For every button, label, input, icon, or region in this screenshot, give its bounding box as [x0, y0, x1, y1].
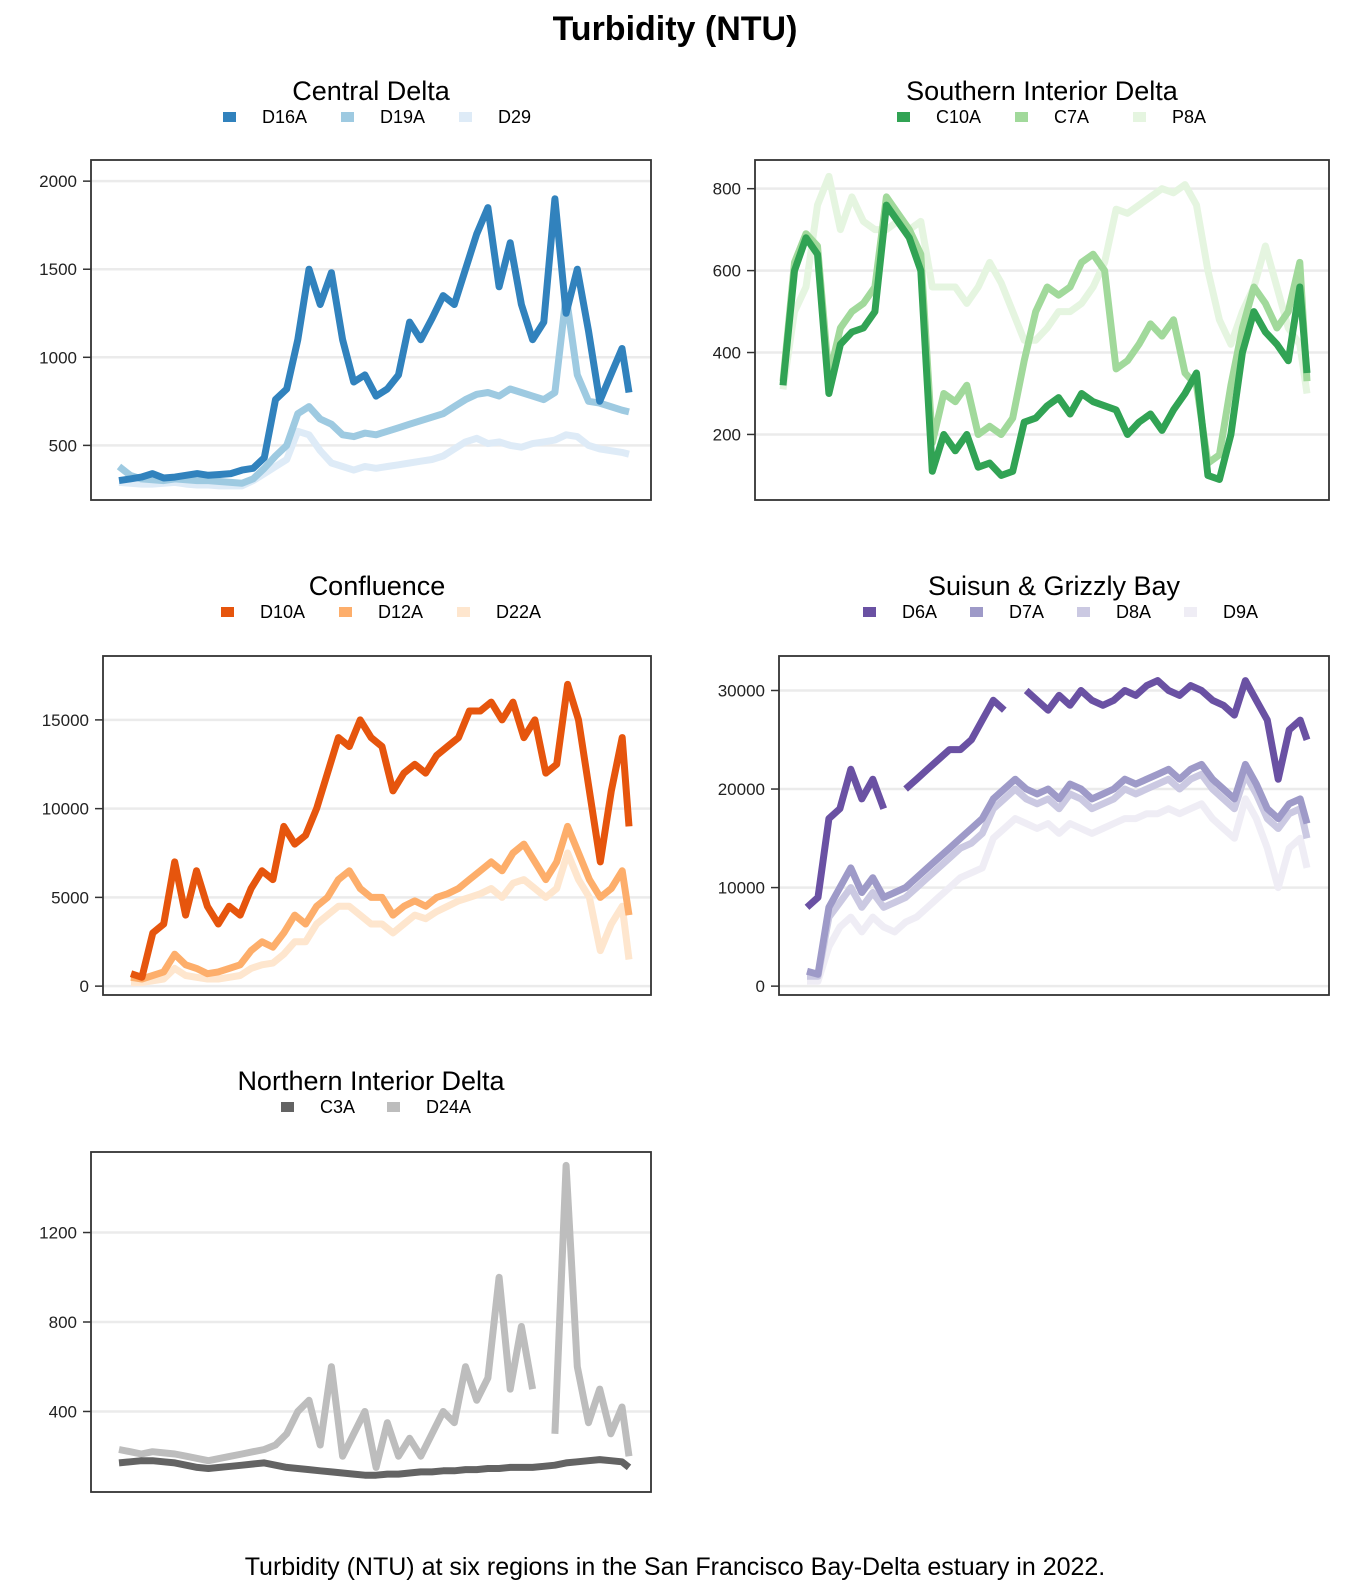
chart-5-series-group — [118, 1161, 633, 1479]
chart-5-legend-key-c3a — [281, 1102, 294, 1112]
chart-3-series-d12a — [130, 822, 633, 983]
chart-1-ytick-label-2000: 2000 — [39, 172, 77, 191]
chart-2-legend-key-c7a — [1015, 112, 1028, 122]
chart-4-legend: D6A D7A D8A D9A — [863, 602, 1258, 622]
chart-4-ytick-label-0: 0 — [756, 977, 765, 996]
chart-1-legend-label-d16a: D16A — [262, 107, 307, 127]
chart-1-legend-key-d16a — [223, 112, 236, 122]
chart-3-ytick-label-0: 0 — [80, 977, 89, 996]
chart-3-title: Confluence — [309, 571, 446, 601]
chart-3-series-d22a — [131, 849, 633, 987]
chart-5-ytick-label-400: 400 — [49, 1402, 77, 1421]
chart-3-ytick-label-10000: 10000 — [42, 800, 89, 819]
chart-1-series-d16a — [118, 195, 633, 485]
chart-4-ytick-label-10000: 10000 — [718, 879, 765, 898]
chart-5-legend-label-c3a: C3A — [320, 1097, 355, 1117]
chart-4-legend-label-d7a: D7A — [1009, 602, 1044, 622]
chart-1-ytick-label-500: 500 — [49, 436, 77, 455]
chart-2-legend-label-c7a: C7A — [1054, 107, 1089, 127]
chart-5-ytick-label-1200: 1200 — [39, 1224, 77, 1243]
chart-1-ytick-label-1500: 1500 — [39, 260, 77, 279]
chart-3-legend-label-d10a: D10A — [260, 602, 305, 622]
chart-2-legend-key-p8a — [1133, 112, 1146, 122]
chart-2-legend: C10A C7A P8A — [897, 107, 1206, 127]
chart-3-series-group — [129, 680, 633, 987]
chart-2-legend-label-p8a: P8A — [1172, 107, 1206, 127]
chart-2-series-c7a — [779, 193, 1311, 467]
chart-4-legend-key-d6a — [863, 607, 876, 617]
chart-5-series-d24a — [118, 1161, 633, 1471]
chart-4-series-d6a — [804, 677, 1311, 910]
chart-2-legend-key-c10a — [897, 112, 910, 122]
chart-4-ytick-label-20000: 20000 — [718, 780, 765, 799]
chart-3-legend-label-d22a: D22A — [496, 602, 541, 622]
chart-1-ytick-label-1000: 1000 — [39, 348, 77, 367]
chart-2-ytick-label-800: 800 — [713, 180, 741, 199]
chart-4-series-group — [804, 677, 1311, 985]
chart-1-legend-key-d19a — [341, 112, 354, 122]
chart-3-ytick-label-15000: 15000 — [42, 711, 89, 730]
chart-4-series-d8a — [807, 770, 1311, 980]
chart-4-series-d7a — [806, 760, 1311, 978]
chart-2-series-group — [779, 172, 1311, 483]
chart-1-title: Central Delta — [292, 76, 451, 106]
chart-1-legend: D16A D19A D29 — [223, 107, 531, 127]
chart-3-legend-key-d22a — [457, 607, 470, 617]
chart-3-series-d10a — [129, 680, 633, 981]
chart-2-legend-label-c10a: C10A — [936, 107, 981, 127]
chart-4-series-d9a — [807, 795, 1311, 985]
main-title: Turbidity (NTU) — [553, 10, 798, 48]
chart-3-legend-key-d10a — [221, 607, 234, 617]
chart-2-series-p8a — [779, 172, 1311, 395]
chart-1-legend-label-d29: D29 — [498, 107, 531, 127]
chart-2-series-c10a — [779, 201, 1311, 483]
chart-3-legend-key-d12a — [339, 607, 352, 617]
chart-1-series-d29 — [118, 427, 630, 490]
chart-4-ytick-label-30000: 30000 — [718, 681, 765, 700]
chart-4-legend-label-d6a: D6A — [902, 602, 937, 622]
chart-2-ytick-label-400: 400 — [713, 344, 741, 363]
chart-1-series-d19a — [116, 292, 630, 487]
chart-4-panel-border — [778, 655, 1330, 996]
chart-4-legend-key-d7a — [970, 607, 983, 617]
chart-1-legend-key-d29 — [459, 112, 472, 122]
chart-2-panel-border — [754, 159, 1330, 501]
chart-5-legend: C3A D24A — [281, 1097, 471, 1117]
chart-5-legend-key-d24a — [387, 1102, 400, 1112]
chart-1-legend-label-d19a: D19A — [380, 107, 425, 127]
chart-3-panel-border — [102, 655, 652, 996]
chart-3-ytick-label-5000: 5000 — [51, 888, 89, 907]
chart-3-legend-label-d12a: D12A — [378, 602, 423, 622]
chart-5-panel-border — [90, 1151, 652, 1493]
chart-2-ytick-label-200: 200 — [713, 425, 741, 444]
chart-4-legend-key-d9a — [1184, 607, 1197, 617]
chart-4-legend-label-d9a: D9A — [1223, 602, 1258, 622]
chart-5-legend-label-d24a: D24A — [426, 1097, 471, 1117]
chart-5-series-c3a — [118, 1456, 632, 1479]
chart-4-legend-key-d8a — [1077, 607, 1090, 617]
chart-2-title: Southern Interior Delta — [906, 76, 1179, 106]
chart-1-panel-border — [90, 159, 652, 501]
chart-5-ytick-label-800: 800 — [49, 1313, 77, 1332]
chart-4-title: Suisun & Grizzly Bay — [928, 571, 1181, 601]
figure-caption: Turbidity (NTU) at six regions in the Sa… — [245, 1553, 1106, 1581]
chart-4-legend-label-d8a: D8A — [1116, 602, 1151, 622]
chart-2-ytick-label-600: 600 — [713, 262, 741, 281]
chart-5-title: Northern Interior Delta — [237, 1066, 505, 1096]
chart-3-legend: D10A D12A D22A — [221, 602, 541, 622]
chart-1-series-group — [116, 195, 633, 490]
